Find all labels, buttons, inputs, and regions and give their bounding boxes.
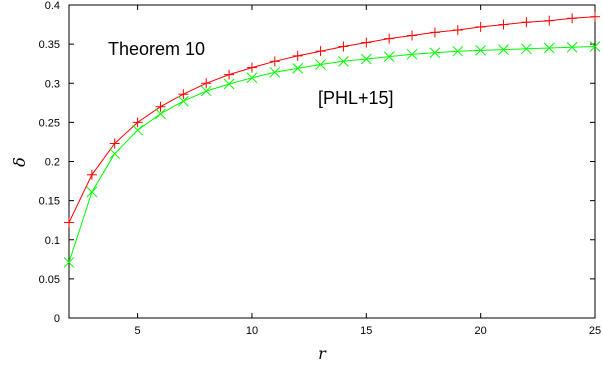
y-tick-label: 0.05 — [39, 274, 60, 286]
data-point — [132, 124, 143, 136]
data-point — [132, 117, 143, 128]
series-label-phl15: [PHL+15] — [318, 88, 394, 108]
data-point — [360, 53, 372, 65]
data-point — [338, 41, 349, 52]
x-tick-label: 20 — [475, 325, 487, 337]
data-point — [224, 69, 235, 80]
x-tick-label: 10 — [246, 325, 258, 337]
data-point — [452, 25, 463, 36]
data-point — [109, 138, 120, 149]
data-point — [86, 169, 97, 180]
data-point — [475, 45, 487, 56]
data-point — [566, 41, 578, 53]
data-point — [407, 30, 418, 41]
data-point — [590, 11, 600, 22]
data-point — [292, 50, 303, 61]
data-point — [406, 48, 418, 60]
data-point — [521, 17, 532, 28]
data-point — [475, 21, 486, 32]
data-point — [429, 27, 440, 38]
data-point — [201, 78, 212, 89]
data-point — [178, 89, 189, 100]
y-tick-label: 0.4 — [45, 0, 60, 12]
y-tick-label: 0.3 — [45, 78, 60, 90]
series-line — [68, 46, 596, 263]
data-point — [155, 108, 166, 120]
data-point — [86, 186, 98, 198]
data-point — [589, 41, 601, 52]
data-point — [246, 72, 258, 84]
y-tick-label: 0.35 — [39, 39, 60, 51]
data-point — [567, 13, 578, 24]
data-point — [155, 101, 166, 112]
data-point — [338, 55, 349, 67]
data-point — [544, 15, 555, 26]
y-axis-label: δ — [10, 157, 29, 167]
data-point — [521, 43, 532, 55]
x-axis-label: r — [318, 344, 327, 363]
data-point — [315, 46, 326, 57]
y-tick-label: 0.15 — [39, 196, 60, 208]
data-point — [361, 37, 372, 48]
data-point — [269, 56, 280, 67]
data-point — [498, 19, 509, 30]
data-point — [223, 78, 235, 90]
data-point — [63, 257, 75, 268]
data-point — [543, 42, 555, 54]
y-tick-label: 0 — [54, 313, 60, 325]
series-label-theorem-10: Theorem 10 — [108, 39, 205, 59]
y-tick-label: 0.25 — [39, 117, 60, 129]
x-tick-label: 5 — [135, 325, 141, 337]
series-2 — [63, 41, 601, 268]
data-point — [384, 33, 395, 44]
data-point — [383, 51, 395, 62]
data-point — [177, 95, 189, 107]
data-point — [315, 59, 326, 70]
y-tick-label: 0.2 — [45, 157, 60, 169]
data-point — [246, 62, 257, 73]
data-point — [452, 45, 464, 57]
x-tick-label: 25 — [589, 325, 601, 337]
data-point — [200, 85, 212, 97]
data-point — [292, 63, 304, 74]
x-tick-label: 15 — [360, 325, 372, 337]
data-point — [109, 148, 121, 160]
data-point — [269, 66, 281, 78]
data-point — [429, 47, 441, 59]
y-tick-label: 0.1 — [45, 235, 60, 247]
data-point — [64, 217, 74, 228]
data-point — [498, 44, 509, 55]
